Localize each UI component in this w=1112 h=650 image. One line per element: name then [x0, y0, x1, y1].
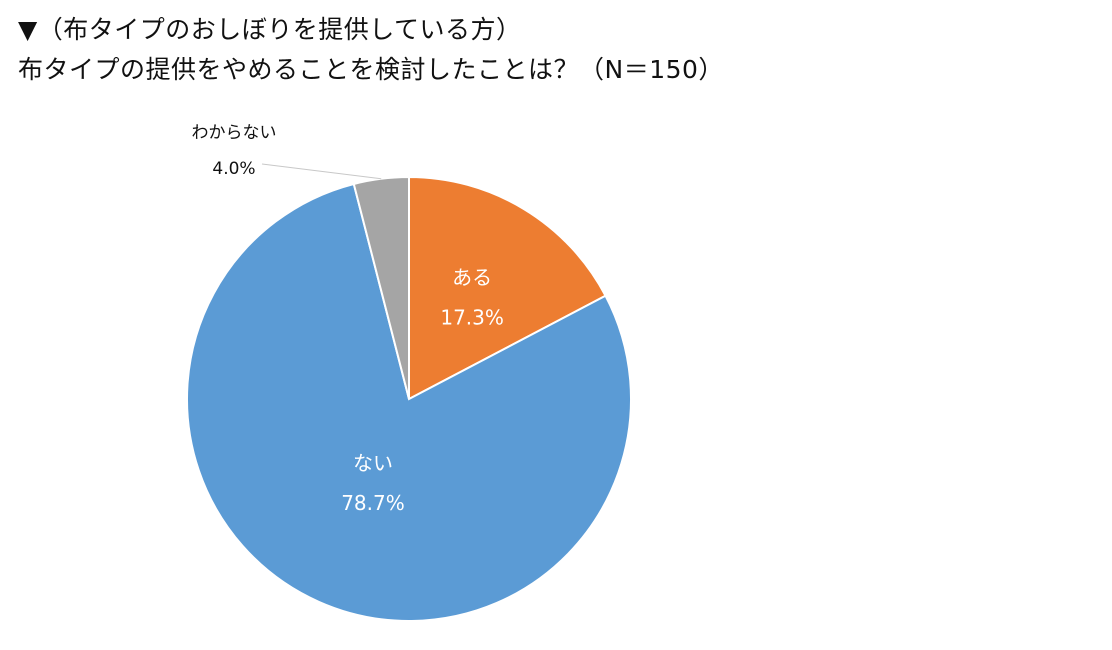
slice-value-1: 17.3%	[440, 305, 504, 329]
chart-title-line-2: 布タイプの提供をやめることを検討したことは？（N＝150）	[18, 55, 724, 84]
leader-line-3	[261, 163, 382, 180]
slice-label-1: ある	[452, 265, 492, 289]
chart-title-line-1: ▼（布タイプのおしぼりを提供している方）	[18, 15, 522, 44]
slice-label-2: ない	[353, 451, 393, 475]
pie-slice-2	[186, 182, 632, 622]
slice-value-2: 78.7%	[341, 491, 405, 515]
slice-value-3: 4.0%	[212, 159, 255, 179]
pie-slice-1	[408, 175, 607, 401]
pie-slice-3	[352, 175, 410, 400]
slice-label-3: わからない	[192, 123, 277, 143]
